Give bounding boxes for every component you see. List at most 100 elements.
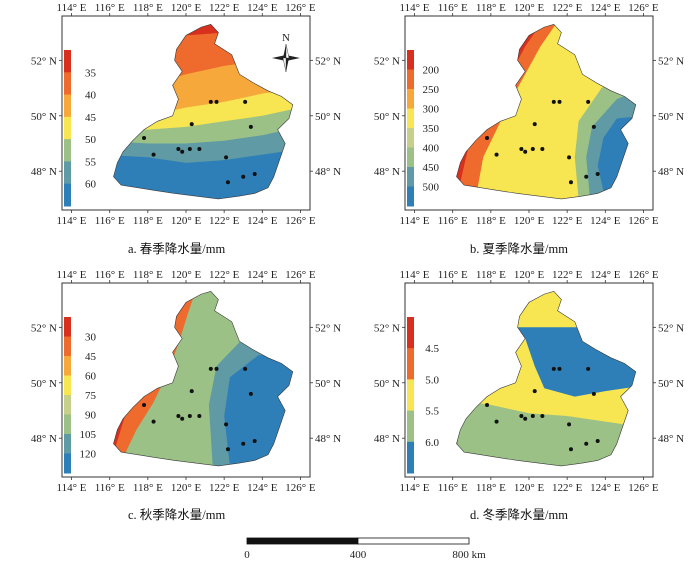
- legend-swatch: [64, 317, 71, 337]
- latitude-label-right: 50° N: [658, 378, 684, 390]
- legend-swatch: [407, 128, 414, 148]
- longitude-label-top: 120° E: [171, 2, 202, 14]
- station-point: [586, 99, 591, 104]
- legend-label: 90: [85, 410, 97, 422]
- legend-swatch: [407, 108, 414, 129]
- legend-label: 500: [423, 182, 440, 194]
- station-point: [243, 366, 248, 371]
- longitude-label-bottom: 126° E: [285, 482, 316, 494]
- station-point: [494, 152, 499, 157]
- latitude-label-right: 48° N: [658, 166, 684, 178]
- legend-label: 250: [423, 84, 440, 96]
- longitude-label-top: 116° E: [438, 2, 468, 14]
- longitude-label-top: 116° E: [95, 269, 125, 281]
- scale-bar: 0 400 800 km: [244, 537, 486, 561]
- longitude-label-top: 124° E: [590, 269, 621, 281]
- scale-label: 400: [350, 549, 367, 561]
- legend-swatch: [64, 375, 71, 396]
- station-point: [252, 438, 257, 443]
- legend-swatch: [64, 139, 71, 162]
- longitude-label-bottom: 120° E: [514, 215, 545, 227]
- station-point: [225, 447, 230, 452]
- autumn-precipitation-map: 114° E 114° E 116° E 116° E 118° E 118° E 120°…: [31, 269, 341, 494]
- region-outline: [456, 290, 637, 467]
- legend-swatch: [64, 116, 71, 140]
- station-point: [551, 99, 556, 104]
- station-point: [485, 135, 490, 140]
- longitude-label-bottom: 124° E: [590, 215, 621, 227]
- scale-segment-black: [246, 537, 359, 545]
- longitude-label-bottom: 122° E: [552, 215, 583, 227]
- legend-label: 75: [85, 390, 97, 402]
- longitude-label-bottom: 118° E: [476, 482, 506, 494]
- legend-colorbar: 4.5 5.0 5.5 6.0: [407, 317, 440, 474]
- station-point: [584, 441, 589, 446]
- legend-swatch: [407, 317, 414, 349]
- longitude-label-top: 114° E: [400, 2, 430, 14]
- longitude-label-bottom: 114° E: [57, 482, 87, 494]
- station-point: [187, 147, 192, 152]
- longitude-label-top: 116° E: [438, 269, 468, 281]
- station-point: [208, 99, 213, 104]
- station-point: [180, 416, 185, 421]
- station-point: [176, 414, 181, 419]
- longitude-label-bottom: 116° E: [438, 215, 468, 227]
- scale-label: 0: [244, 549, 250, 561]
- legend-swatch: [64, 336, 71, 357]
- north-arrow-icon: N: [272, 32, 300, 73]
- longitude-label-top: 118° E: [476, 269, 506, 281]
- station-point: [197, 414, 202, 419]
- latitude-label-left: 52° N: [374, 55, 400, 67]
- legend-label: 120: [80, 449, 97, 461]
- legend-colorbar: 200 250 300 350 400 450 500: [407, 50, 440, 207]
- north-label: N: [282, 32, 290, 44]
- longitude-label-bottom: 126° E: [628, 482, 659, 494]
- longitude-label-bottom: 122° E: [209, 215, 240, 227]
- caption-winter: d. 冬季降水量/mm: [470, 508, 568, 522]
- latitude-label-left: 50° N: [374, 378, 400, 390]
- longitude-label-bottom: 122° E: [209, 482, 240, 494]
- longitude-label-top: 126° E: [628, 269, 659, 281]
- latitude-label-right: 52° N: [658, 55, 684, 67]
- longitude-label-bottom: 118° E: [476, 215, 506, 227]
- station-point: [532, 389, 537, 394]
- legend-swatch: [64, 356, 71, 376]
- latitude-label-left: 50° N: [31, 111, 57, 123]
- legend-swatch: [407, 147, 414, 168]
- station-point: [151, 152, 156, 157]
- latitude-label-right: 52° N: [315, 55, 341, 67]
- legend-swatch: [407, 167, 414, 187]
- legend-label: 450: [423, 162, 440, 174]
- station-point: [567, 155, 572, 160]
- legend-swatch: [64, 395, 71, 415]
- latitude-label-right: 52° N: [658, 322, 684, 334]
- legend-label: 200: [423, 65, 440, 77]
- latitude-label-left: 50° N: [374, 111, 400, 123]
- station-point: [176, 147, 181, 152]
- scale-segment-white: [357, 537, 470, 545]
- legend-swatch: [64, 161, 71, 185]
- legend-label: 30: [85, 332, 97, 344]
- longitude-label-bottom: 124° E: [590, 482, 621, 494]
- station-point: [224, 422, 229, 427]
- station-point: [595, 438, 600, 443]
- legend-swatch: [407, 379, 414, 412]
- longitude-label-bottom: 124° E: [247, 482, 278, 494]
- legend-swatch: [64, 414, 71, 435]
- latitude-label-left: 48° N: [31, 166, 57, 178]
- summer-precipitation-map: 114° E 114° E 116° E 116° E 118° E 118° E 120°…: [374, 2, 684, 227]
- station-point: [214, 366, 219, 371]
- legend-swatch: [407, 50, 414, 70]
- longitude-label-bottom: 120° E: [171, 482, 202, 494]
- caption-spring: a. 春季降水量/mm: [128, 242, 226, 256]
- station-point: [214, 99, 219, 104]
- station-point: [551, 366, 556, 371]
- station-point: [586, 366, 591, 371]
- station-point: [189, 389, 194, 394]
- longitude-label-bottom: 116° E: [438, 482, 468, 494]
- station-point: [532, 122, 537, 127]
- longitude-label-bottom: 118° E: [133, 215, 163, 227]
- station-point: [540, 414, 545, 419]
- region-outline: [113, 23, 294, 200]
